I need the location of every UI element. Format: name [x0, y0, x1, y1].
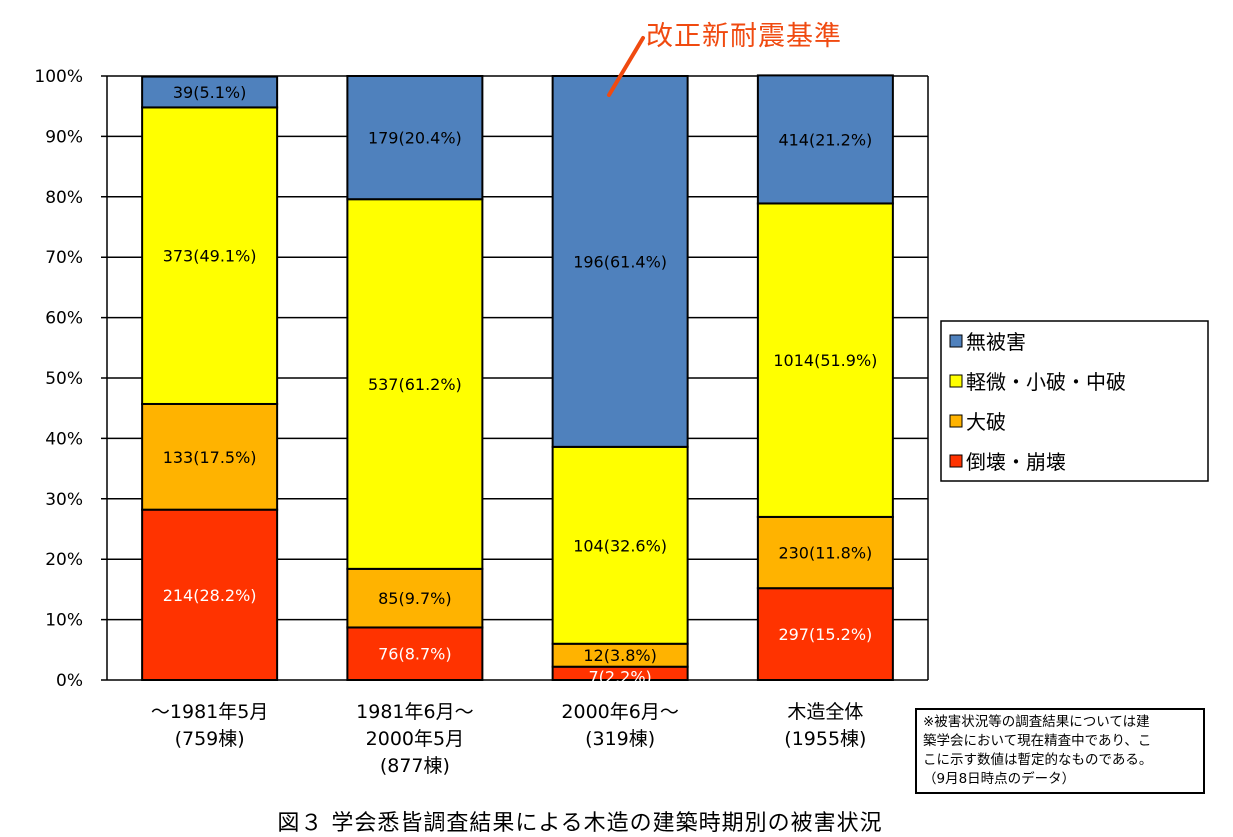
annotation-label: 改正新耐震基準 — [646, 21, 842, 52]
bar-segment — [141, 106, 279, 405]
y-tick-label: 50% — [45, 369, 83, 389]
bar-segment — [346, 75, 484, 201]
note-line: ※被害状況等の調査結果については建 — [923, 714, 1150, 730]
x-category-label: (1955棟) — [784, 728, 866, 750]
data-label: 297(15.2%) — [778, 625, 872, 644]
y-tick-label: 100% — [34, 67, 83, 87]
bar-segment — [756, 587, 894, 682]
data-label: 7(2.2%) — [588, 667, 651, 686]
note-line: （9月8日時点のデータ） — [923, 771, 1076, 787]
bar-segment — [141, 508, 279, 681]
bar-segment — [756, 202, 894, 518]
data-label: 537(61.2%) — [368, 375, 462, 394]
y-tick-label: 30% — [45, 490, 83, 510]
legend-label: 倒壊・崩壊 — [966, 450, 1066, 474]
x-category-label: (319棟) — [585, 728, 655, 750]
data-label: 85(9.7%) — [378, 589, 452, 608]
data-label: 230(11.8%) — [778, 544, 872, 563]
y-tick-label: 70% — [45, 248, 83, 268]
x-category-label: 2000年5月 — [366, 728, 464, 750]
legend-swatch — [949, 334, 963, 348]
data-label: 104(32.6%) — [573, 536, 667, 555]
y-tick-label: 10% — [45, 611, 83, 631]
figure-caption: 図３ 学会悉皆調査結果による木造の建築時期別の被害状況 — [277, 811, 883, 836]
x-category-label: 2000年6月～ — [561, 701, 678, 723]
bar-segment — [346, 626, 484, 682]
x-category-label: 木造全体 — [787, 701, 863, 723]
data-label: 133(17.5%) — [163, 448, 257, 467]
data-label: 76(8.7%) — [378, 645, 452, 664]
bar-segment — [756, 74, 894, 205]
legend-label: 大破 — [966, 410, 1006, 434]
y-tick-label: 60% — [45, 309, 83, 329]
y-tick-label: 80% — [45, 188, 83, 208]
bar-segment — [551, 445, 689, 645]
data-label: 373(49.1%) — [163, 247, 257, 266]
data-label: 12(3.8%) — [583, 646, 657, 665]
note-line: こに示す数値は暫定的なものである。 — [923, 752, 1153, 768]
legend-swatch — [949, 454, 963, 468]
data-label: 1014(51.9%) — [773, 351, 877, 370]
y-tick-label: 40% — [45, 429, 83, 449]
bar-segment — [141, 402, 279, 511]
bar-segment — [551, 75, 689, 448]
legend-box — [940, 320, 1209, 482]
note-box: ※被害状況等の調査結果については建 築学会において現在精査中であり、こ こに示す… — [915, 708, 1205, 794]
x-category-label: (759棟) — [175, 728, 245, 750]
y-tick-label: 0% — [56, 671, 83, 691]
bar-segment — [346, 567, 484, 629]
legend-label: 軽微・小破・中破 — [966, 370, 1126, 394]
x-category-label: ～1981年5月 — [151, 701, 268, 723]
legend-label: 無被害 — [966, 330, 1026, 354]
y-tick-label: 90% — [45, 127, 83, 147]
legend-swatch — [949, 374, 963, 388]
data-label: 214(28.2%) — [163, 586, 257, 605]
note-line: 築学会において現在精査中であり、こ — [923, 733, 1152, 749]
bar-segment — [756, 515, 894, 590]
bar-segment — [141, 75, 279, 109]
data-label: 179(20.4%) — [368, 129, 462, 148]
legend-swatch — [949, 414, 963, 428]
y-tick-label: 20% — [45, 550, 83, 570]
data-label: 414(21.2%) — [778, 130, 872, 149]
x-category-label: (877棟) — [380, 755, 450, 777]
annotation-pointer — [607, 36, 645, 97]
x-category-label: 1981年6月～ — [356, 701, 473, 723]
data-label: 39(5.1%) — [173, 83, 247, 102]
data-label: 196(61.4%) — [573, 252, 667, 271]
